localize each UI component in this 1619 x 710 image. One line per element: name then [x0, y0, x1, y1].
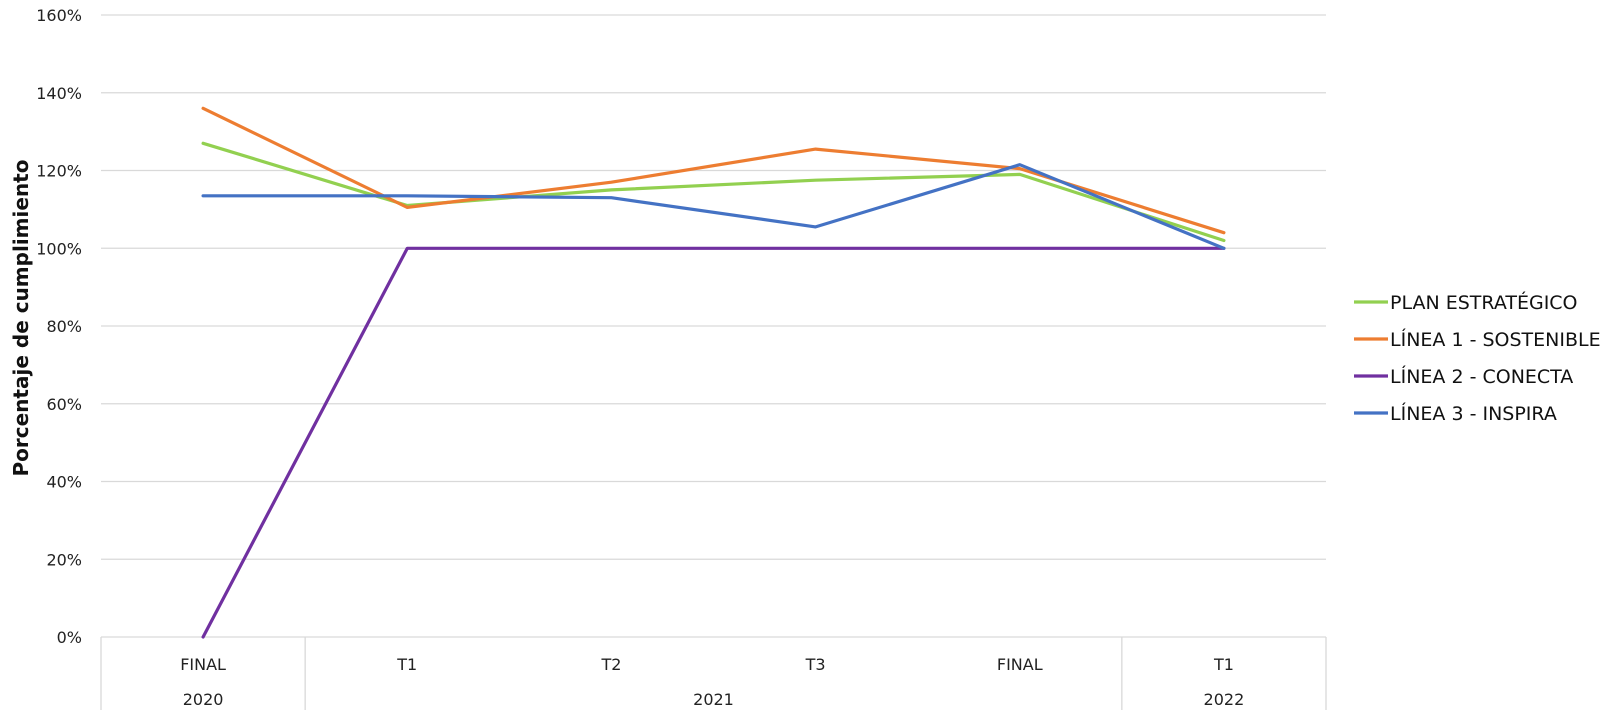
x-group-label: 2022 [1204, 690, 1245, 709]
x-tick-label: T1 [396, 655, 417, 674]
x-tick-label: T1 [1213, 655, 1234, 674]
y-tick-label: 40% [46, 473, 82, 492]
legend-label: PLAN ESTRATÉGICO [1390, 291, 1578, 314]
series-line [201, 246, 1226, 639]
x-tick-label: FINAL [180, 655, 226, 674]
y-tick-label: 120% [36, 162, 82, 181]
legend-label: LÍNEA 2 - CONECTA [1390, 365, 1573, 388]
y-tick-label: 0% [57, 628, 82, 647]
x-tick-label: FINAL [997, 655, 1043, 674]
gridlines [101, 14, 1326, 638]
legend: PLAN ESTRATÉGICO LÍNEA 1 - SOSTENIBLE LÍNE… [1354, 291, 1601, 425]
y-axis-ticks: 0% 20% 40% 60% 80% 100% 120% 140% 160% [36, 6, 82, 647]
y-tick-label: 60% [46, 395, 82, 414]
y-axis-title: Porcentaje de cumplimiento [9, 160, 33, 477]
series-line [201, 141, 1226, 243]
x-group-label: 2020 [183, 690, 224, 709]
x-tick-label: T3 [805, 655, 826, 674]
y-tick-label: 100% [36, 239, 82, 258]
legend-label: LÍNEA 3 - INSPIRA [1390, 402, 1557, 425]
y-tick-label: 80% [46, 317, 82, 336]
series-line [201, 163, 1226, 250]
x-tick-label: T2 [600, 655, 621, 674]
x-group-label: 2021 [693, 690, 734, 709]
legend-label: LÍNEA 1 - SOSTENIBLE [1390, 328, 1601, 351]
x-axis: FINAL T1 T2 T3 FINAL T1 2020 2021 2022 [100, 637, 1327, 710]
y-tick-label: 160% [36, 6, 82, 25]
y-tick-label: 20% [46, 550, 82, 569]
y-tick-label: 140% [36, 84, 82, 103]
series-lines [201, 106, 1226, 639]
